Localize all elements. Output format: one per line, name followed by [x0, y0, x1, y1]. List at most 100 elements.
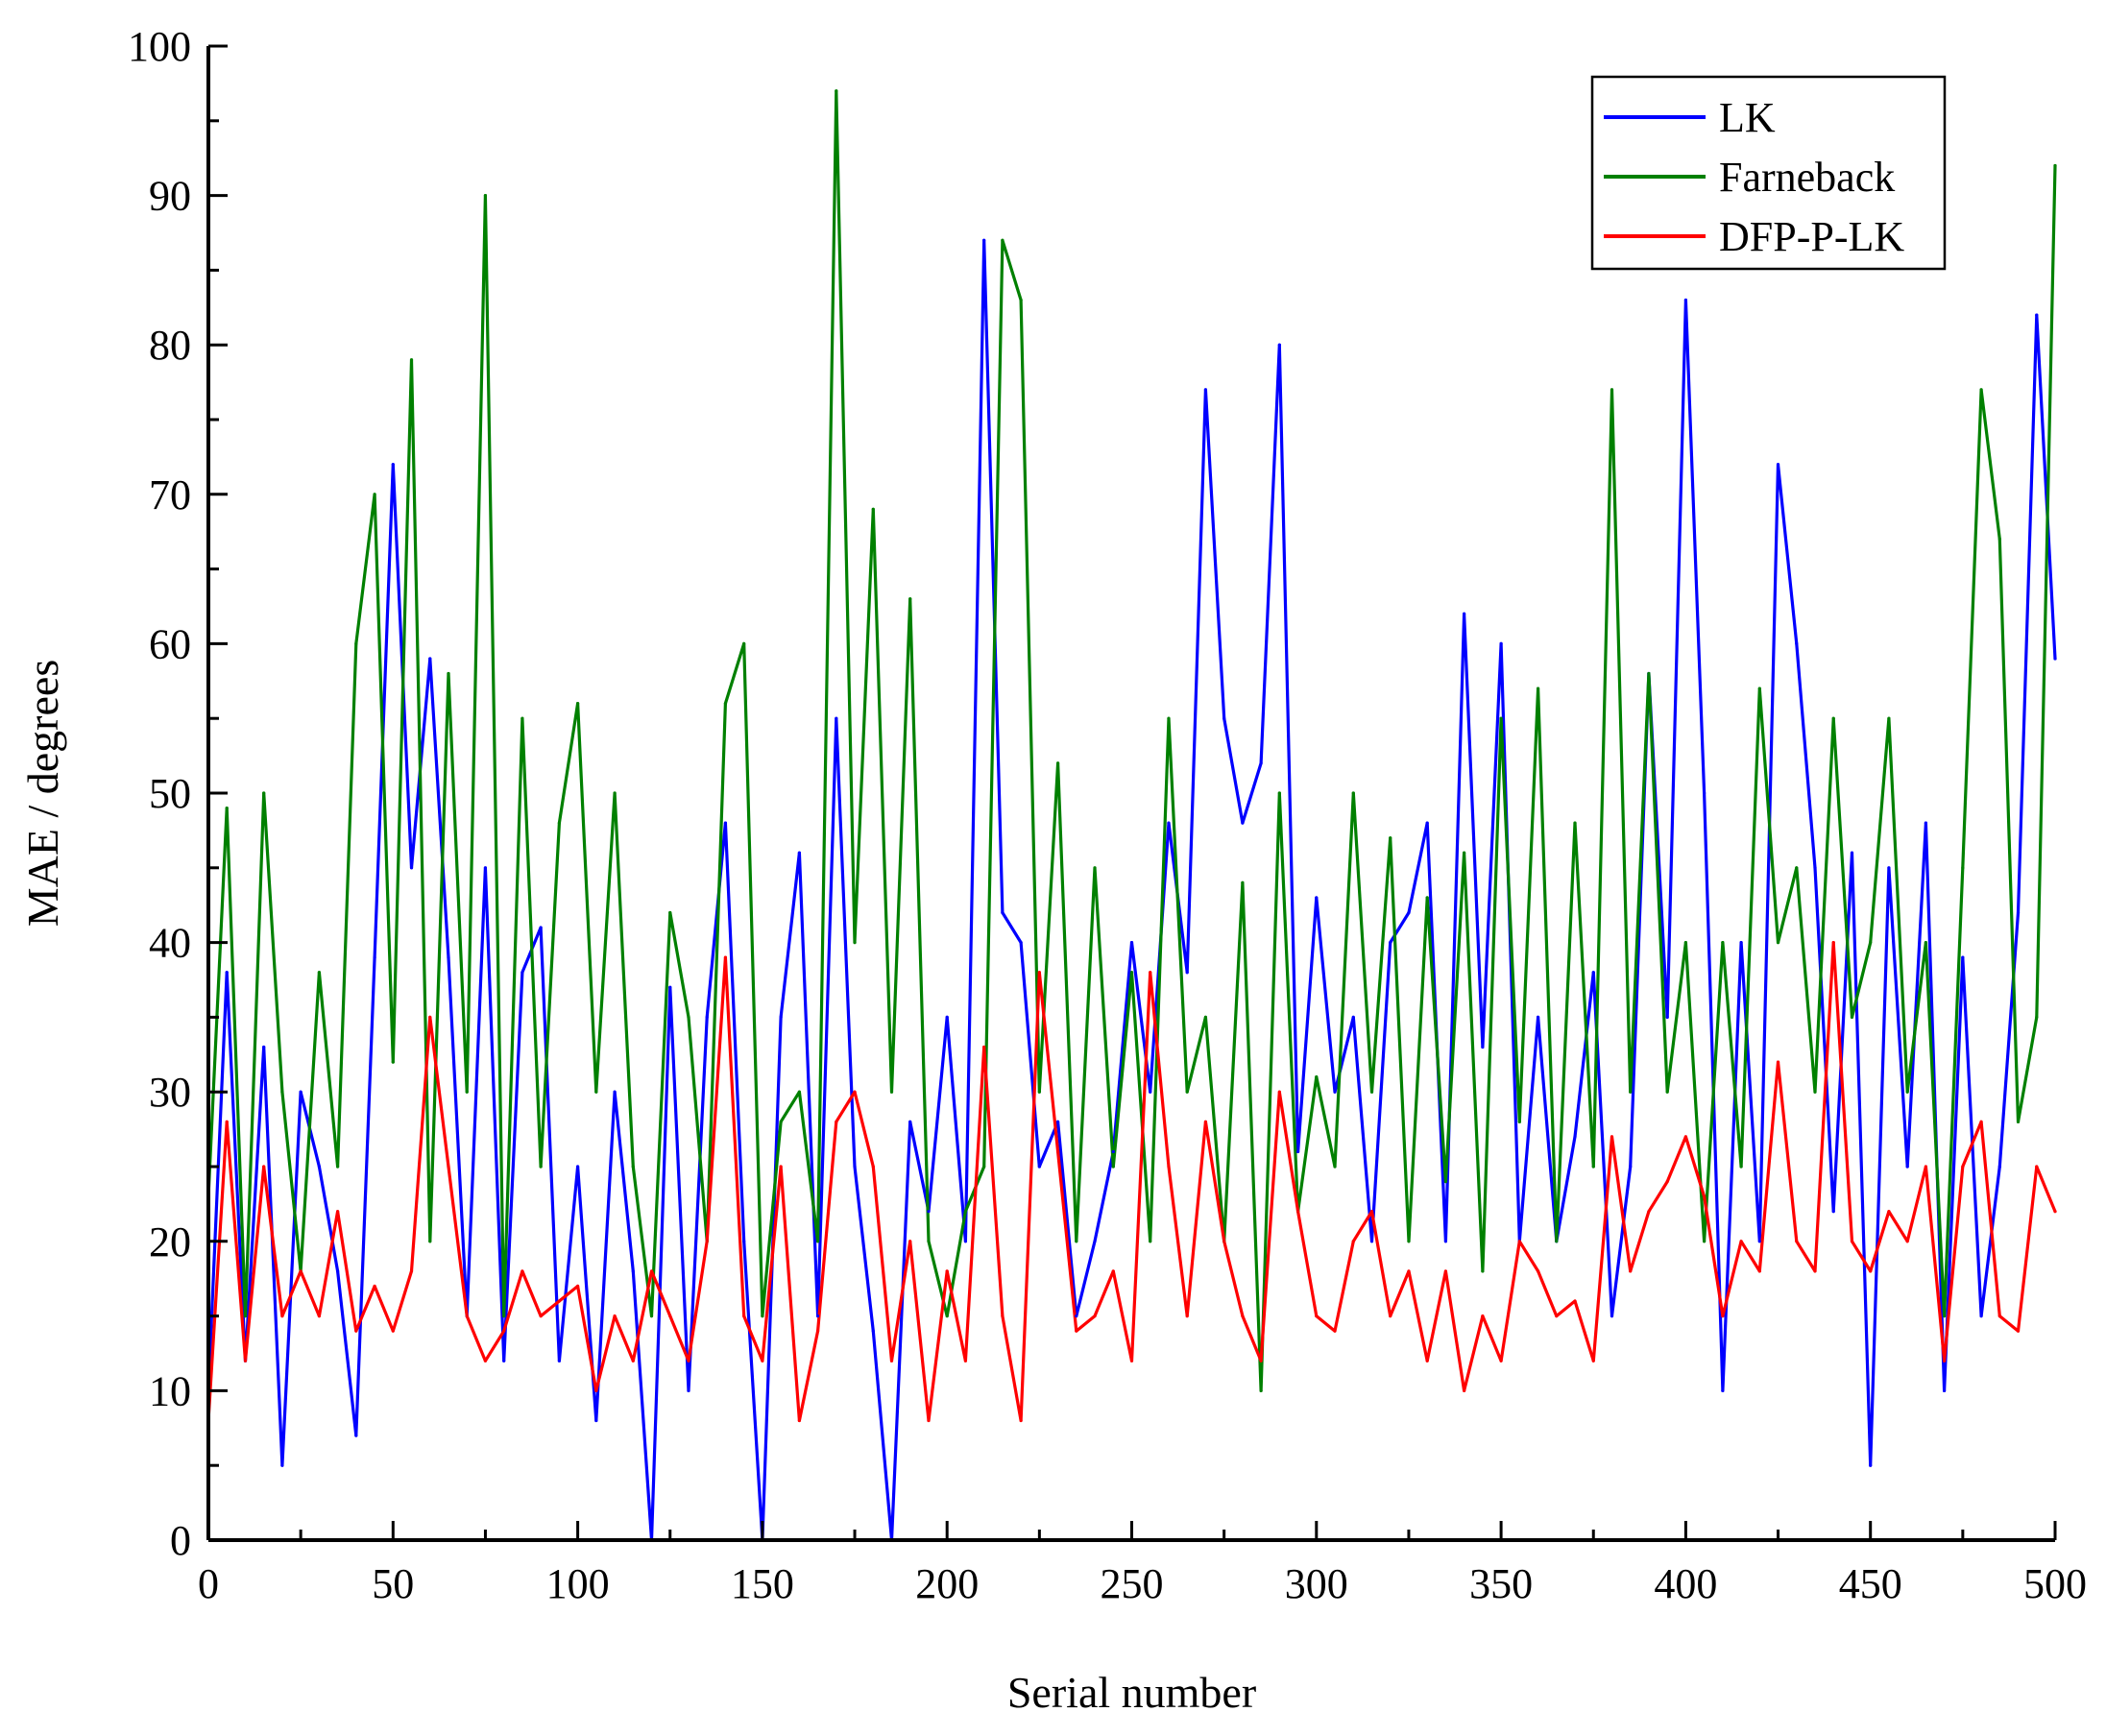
data-point-dfp-p-lk — [1389, 1314, 1392, 1318]
y-axis-title: MAE / degrees — [18, 660, 67, 927]
data-point-lk — [1351, 1015, 1355, 1019]
data-point-lk — [963, 1240, 968, 1243]
series-line-farneback — [206, 89, 2057, 1393]
data-point-dfp-p-lk — [1241, 1314, 1245, 1318]
data-point-dfp-p-lk — [336, 1210, 340, 1214]
data-point-dfp-p-lk — [2035, 1165, 2039, 1169]
data-point-lk — [1499, 641, 1503, 646]
data-point-dfp-p-lk — [1924, 1165, 1927, 1169]
data-point-farneback — [982, 1165, 986, 1169]
x-tick-label-300: 300 — [1285, 1560, 1348, 1607]
y-tick-label-20: 20 — [149, 1218, 191, 1266]
data-point-farneback — [1203, 1015, 1208, 1019]
data-point-dfp-p-lk — [1979, 1120, 1983, 1123]
data-point-dfp-p-lk — [299, 1269, 303, 1273]
data-point-dfp-p-lk — [1813, 1269, 1817, 1273]
x-tick-label-200: 200 — [915, 1560, 979, 1607]
data-point-farneback — [1961, 866, 1965, 870]
data-point-dfp-p-lk — [373, 1284, 376, 1289]
y-tick-label-60: 60 — [149, 620, 191, 667]
data-point-dfp-p-lk — [835, 1120, 838, 1123]
data-point-farneback — [1111, 1165, 1115, 1169]
data-point-dfp-p-lk — [1222, 1240, 1226, 1243]
data-point-farneback — [502, 1314, 506, 1318]
data-point-farneback — [723, 702, 728, 706]
data-point-dfp-p-lk — [1739, 1240, 1743, 1243]
data-point-farneback — [2035, 1015, 2039, 1019]
legend-label-farneback: Farneback — [1719, 154, 1895, 201]
data-point-dfp-p-lk — [1610, 1135, 1614, 1139]
data-point-lk — [1315, 896, 1319, 900]
data-point-farneback — [2016, 1120, 2021, 1123]
data-point-dfp-p-lk — [1463, 1388, 1466, 1392]
data-point-lk — [1536, 1015, 1540, 1019]
data-point-dfp-p-lk — [1333, 1329, 1337, 1333]
data-point-dfp-p-lk — [1961, 1165, 1965, 1169]
data-point-farneback — [1351, 791, 1355, 795]
data-point-farneback — [945, 1314, 949, 1318]
data-point-farneback — [336, 1165, 340, 1169]
data-point-dfp-p-lk — [963, 1359, 968, 1362]
data-point-farneback — [1795, 866, 1799, 870]
data-point-dfp-p-lk — [1149, 971, 1152, 975]
data-point-lk — [1055, 1120, 1060, 1123]
data-point-farneback — [1979, 388, 1983, 392]
data-point-lk — [1979, 1314, 1983, 1318]
data-point-farneback — [520, 716, 524, 720]
data-point-dfp-p-lk — [1055, 1149, 1060, 1154]
data-point-dfp-p-lk — [1407, 1269, 1411, 1273]
data-point-farneback — [1369, 1090, 1374, 1094]
data-point-lk — [1573, 1135, 1577, 1139]
data-point-farneback — [1887, 716, 1891, 720]
data-point-farneback — [1997, 537, 2001, 542]
data-point-lk — [447, 955, 450, 959]
data-point-lk — [2016, 910, 2021, 915]
data-point-dfp-p-lk — [539, 1314, 543, 1318]
data-point-lk — [317, 1165, 321, 1169]
data-point-farneback — [1757, 687, 1761, 690]
data-point-lk — [483, 866, 488, 870]
data-point-farneback — [1463, 851, 1466, 855]
data-point-lk — [428, 657, 432, 661]
data-point-dfp-p-lk — [1075, 1329, 1078, 1333]
data-point-dfp-p-lk — [853, 1090, 857, 1094]
legend-label-lk: LK — [1719, 94, 1776, 141]
data-point-dfp-p-lk — [723, 955, 728, 959]
data-point-lk — [1129, 941, 1134, 945]
y-tick-label-0: 0 — [170, 1517, 191, 1564]
data-point-lk — [1591, 971, 1595, 975]
data-point-dfp-p-lk — [1019, 1418, 1023, 1423]
data-point-farneback — [1647, 671, 1651, 676]
data-point-dfp-p-lk — [1093, 1314, 1097, 1318]
data-point-dfp-p-lk — [1887, 1210, 1891, 1214]
data-point-dfp-p-lk — [1369, 1210, 1374, 1214]
data-point-lk — [2035, 313, 2039, 317]
data-point-lk — [1295, 1149, 1300, 1154]
data-point-farneback — [391, 1060, 395, 1064]
data-point-lk — [1425, 821, 1429, 825]
data-point-dfp-p-lk — [1703, 1194, 1707, 1198]
data-point-farneback — [1517, 1120, 1521, 1123]
data-point-dfp-p-lk — [761, 1359, 764, 1362]
x-tick-label-150: 150 — [731, 1560, 794, 1607]
data-point-dfp-p-lk — [1665, 1179, 1669, 1184]
data-point-lk — [373, 955, 376, 959]
data-point-farneback — [1683, 941, 1687, 945]
x-axis-title: Serial number — [1007, 1668, 1256, 1717]
data-point-dfp-p-lk — [1481, 1314, 1485, 1318]
data-point-lk — [1389, 941, 1392, 945]
data-point-lk — [1905, 1165, 1909, 1169]
data-point-farneback — [447, 671, 450, 676]
data-point-farneback — [1241, 880, 1245, 884]
data-point-lk — [908, 1120, 912, 1123]
data-point-farneback — [1055, 761, 1060, 765]
data-point-dfp-p-lk — [1997, 1314, 2001, 1318]
data-point-farneback — [1591, 1165, 1595, 1169]
data-point-lk — [1665, 1015, 1669, 1019]
data-point-lk — [1093, 1240, 1097, 1243]
data-point-farneback — [1259, 1388, 1263, 1392]
data-point-farneback — [1721, 941, 1725, 945]
data-point-dfp-p-lk — [1037, 971, 1041, 975]
data-point-farneback — [1019, 298, 1023, 302]
